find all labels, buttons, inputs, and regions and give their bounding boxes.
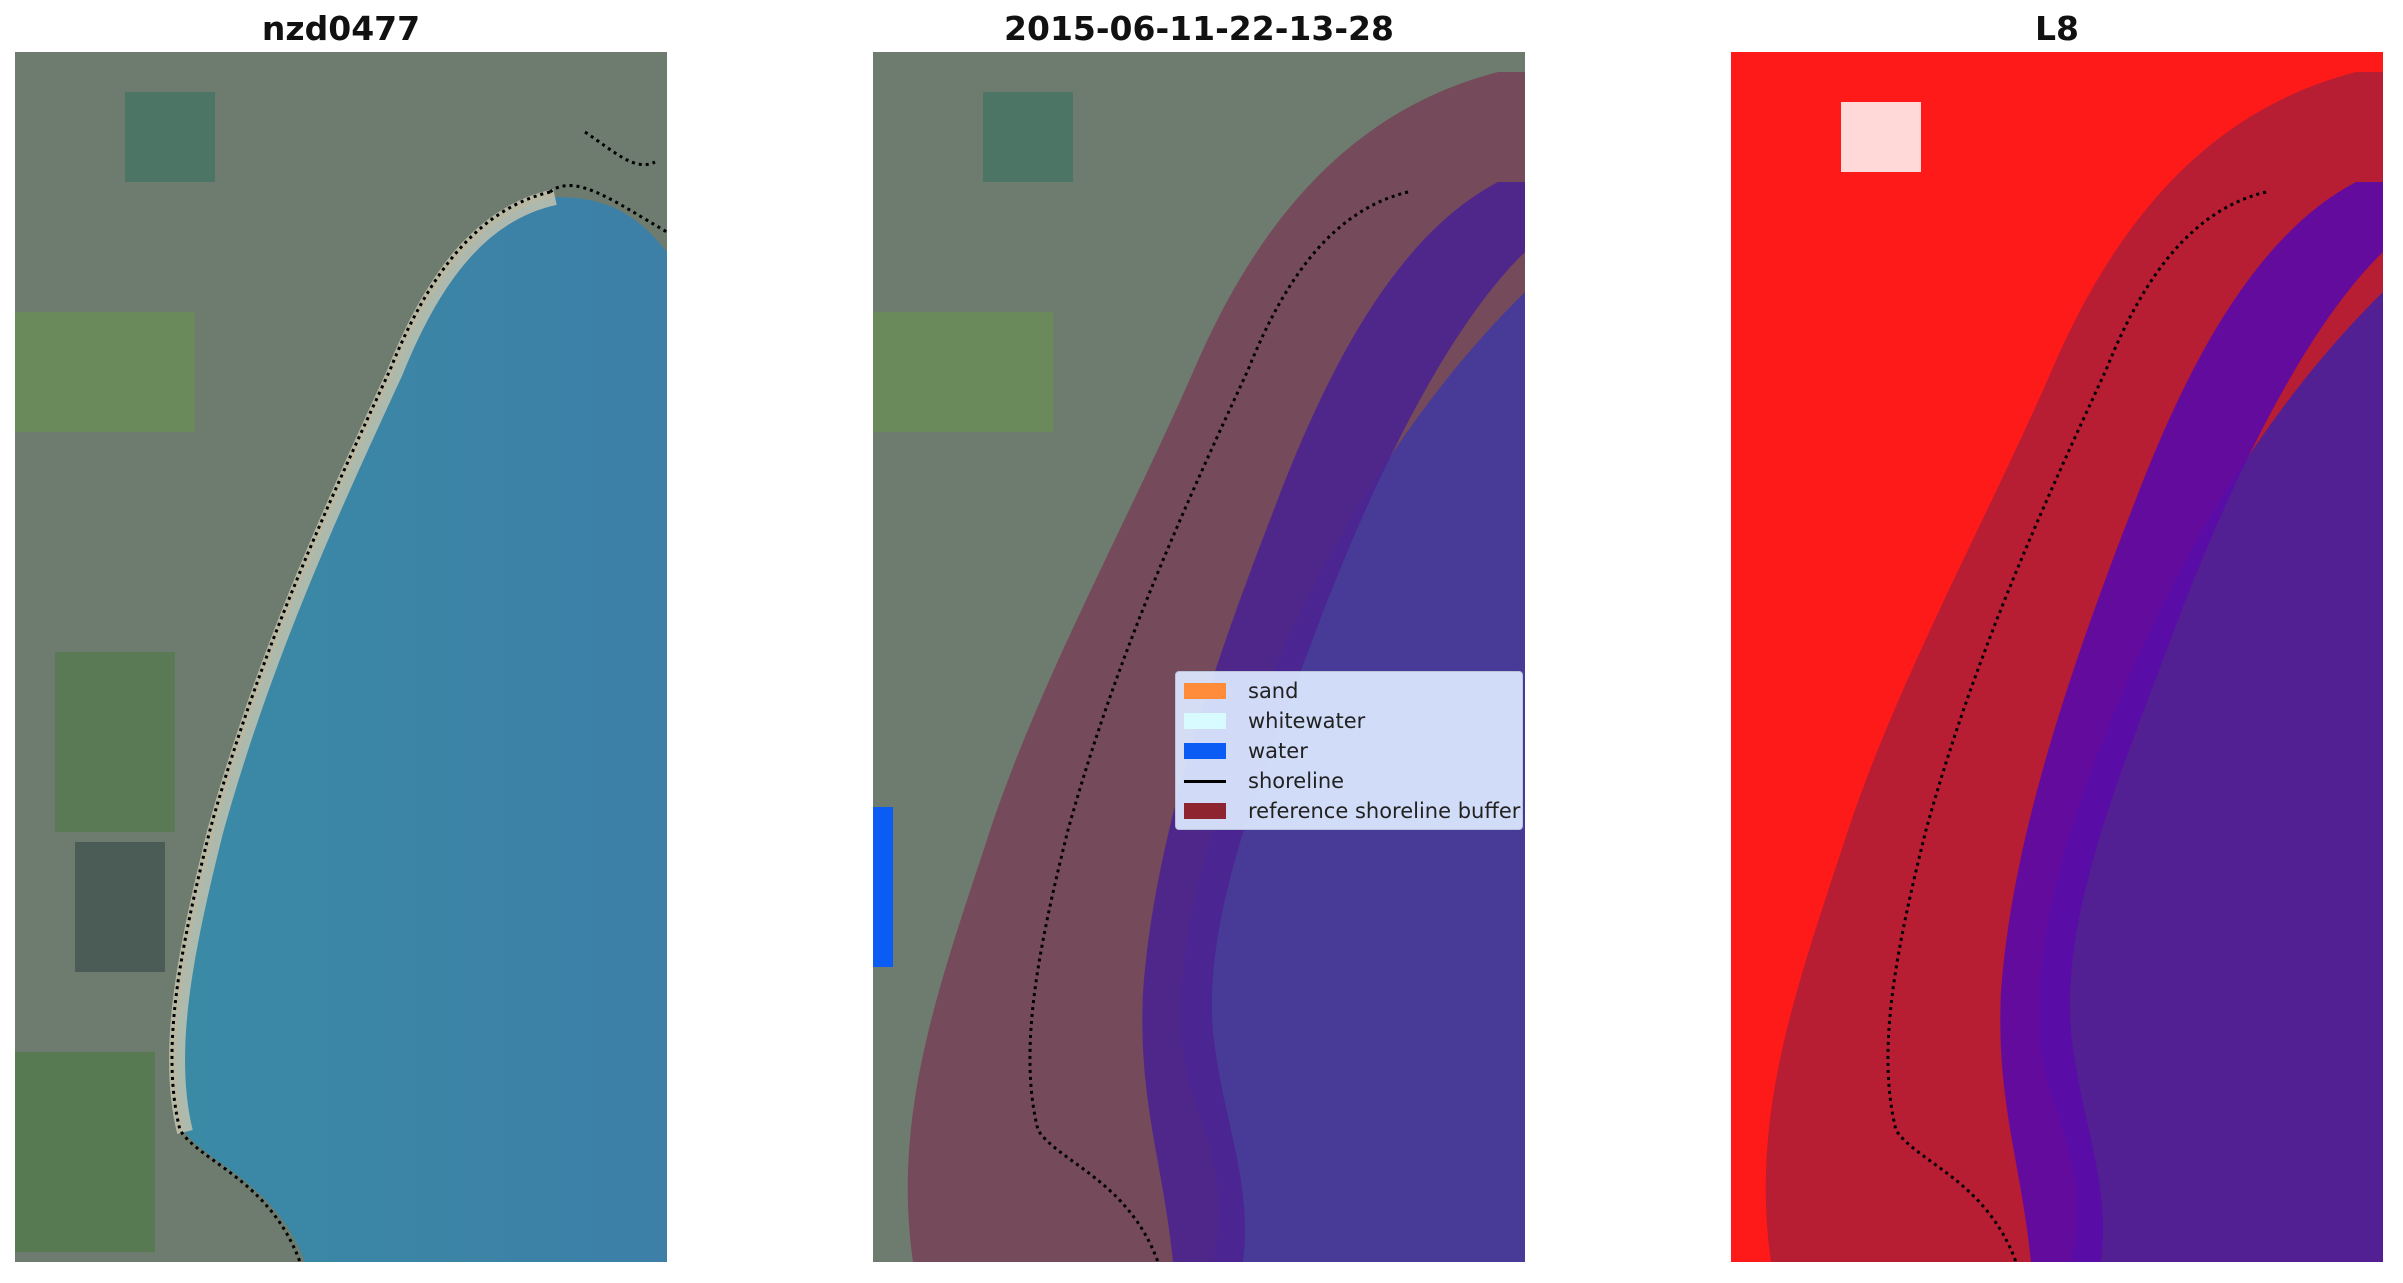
field-patch — [15, 312, 195, 432]
legend-item-whitewater: whitewater — [1184, 706, 1365, 736]
panel-title-l8: L8 — [2035, 9, 2079, 48]
beach — [168, 189, 557, 1134]
legend-swatch — [1184, 713, 1226, 729]
legend-label: sand — [1248, 679, 1299, 703]
field-patch — [55, 652, 175, 832]
legend-label: water — [1248, 739, 1308, 763]
field-patch — [75, 842, 165, 972]
legend-swatch — [1184, 743, 1226, 759]
legend-swatch — [1184, 803, 1226, 819]
classification-image — [873, 52, 1525, 1262]
legend-item-sand: sand — [1184, 676, 1298, 706]
legend-label: shoreline — [1248, 769, 1345, 793]
shoreline — [549, 130, 667, 234]
legend-item-shoreline: shoreline — [1184, 766, 1344, 796]
legend-label: reference shoreline buffer — [1248, 799, 1521, 823]
legend-line — [1184, 779, 1226, 783]
legend-item-buffer: reference shoreline buffer — [1184, 796, 1520, 826]
water-pixels — [873, 807, 893, 967]
legend-item-water: water — [1184, 736, 1308, 766]
shoreline — [1886, 190, 2267, 1262]
legend: sand whitewater water shoreline referenc… — [1175, 671, 1523, 830]
rgb-image — [15, 52, 667, 1262]
field-patch — [983, 92, 1073, 182]
field-patch — [873, 312, 1053, 432]
bright-patch — [1841, 102, 1921, 172]
shoreline — [170, 190, 551, 1262]
panel-title-rgb: nzd0477 — [261, 9, 421, 48]
index-image — [1731, 52, 2383, 1262]
buffer-inner — [2000, 182, 2383, 1262]
legend-swatch — [1184, 683, 1226, 699]
legend-label: whitewater — [1248, 709, 1366, 733]
field-patch — [15, 1052, 155, 1252]
shoreline — [1028, 190, 1409, 1262]
ocean — [176, 197, 667, 1262]
panel-title-date: 2015-06-11-22-13-28 — [1004, 9, 1394, 48]
field-patch — [125, 92, 215, 182]
